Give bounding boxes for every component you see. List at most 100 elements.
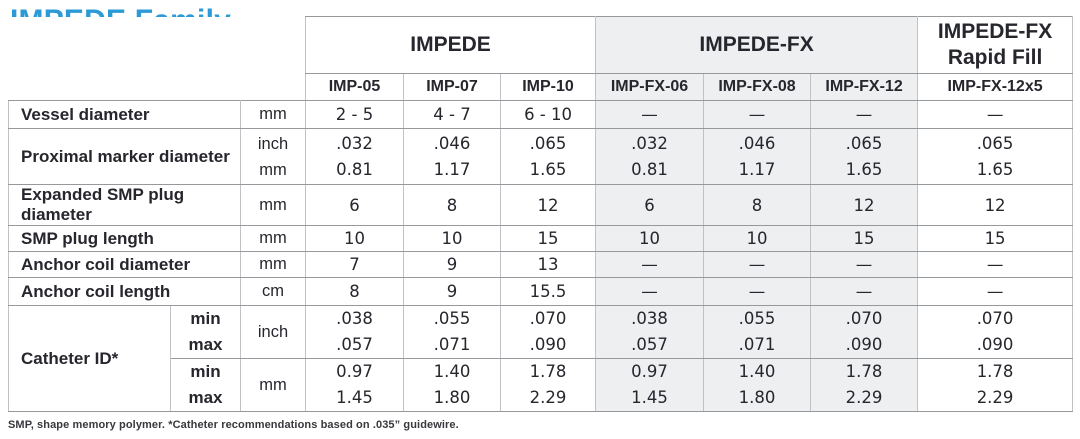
- row-label: Vessel diameter: [8, 100, 241, 129]
- model-header-row: IMP-05 IMP-07 IMP-10 IMP-FX-06 IMP-FX-08…: [8, 73, 1074, 101]
- table-row-anchor-coil-diameter: Anchor coil diameter mm 7 9 13 — — — —: [8, 251, 1074, 278]
- data-cell: 9: [403, 251, 502, 278]
- data-cell: 4 - 7: [403, 100, 502, 129]
- title-spacer: [8, 73, 306, 101]
- unit-mm: mm: [259, 160, 287, 179]
- max-label: max: [188, 335, 223, 354]
- data-cell: 15: [810, 225, 919, 252]
- value-min: 0.97: [336, 362, 373, 381]
- value-max: 1.80: [738, 388, 776, 407]
- value-inch: .065: [845, 133, 883, 153]
- min-max-labels: min max: [170, 358, 241, 412]
- unit-label: cm: [239, 277, 307, 306]
- data-cell: 8: [703, 184, 812, 226]
- data-cell: .055 .071: [703, 305, 812, 359]
- data-cell: 6: [305, 184, 405, 226]
- data-cell: —: [703, 277, 812, 306]
- data-cell: 0.97 1.45: [305, 358, 405, 412]
- data-cell: 1.78 2.29: [917, 358, 1074, 412]
- data-cell: —: [810, 277, 919, 306]
- data-cell: .046 1.17: [703, 128, 812, 185]
- group-header-row: IMPEDE IMPEDE-FX IMPEDE-FX Rapid Fill: [8, 16, 1074, 74]
- value-max: .090: [976, 335, 1014, 354]
- value-min: .070: [529, 309, 567, 328]
- unit-inch: inch: [257, 134, 289, 153]
- footnote: SMP, shape memory polymer. *Catheter rec…: [8, 419, 459, 431]
- value-max: 2.29: [529, 388, 567, 407]
- data-cell: .038 .057: [595, 305, 705, 359]
- value-max: .090: [529, 335, 567, 354]
- unit-label: mm: [239, 100, 307, 129]
- data-cell: —: [810, 100, 919, 129]
- data-cell: 0.97 1.45: [595, 358, 705, 412]
- value-min: 1.78: [976, 362, 1014, 381]
- row-label: Anchor coil diameter: [8, 251, 241, 278]
- value-min: 1.78: [845, 362, 883, 381]
- value-max: 1.45: [336, 388, 373, 407]
- column-header: IMP-FX-12x5: [917, 73, 1074, 101]
- column-header: IMP-FX-08: [703, 73, 812, 101]
- unit-label: mm: [239, 251, 307, 278]
- data-cell: 7: [305, 251, 405, 278]
- value-max: .057: [631, 335, 668, 354]
- spec-table: IMPEDE IMPEDE-FX IMPEDE-FX Rapid Fill IM…: [8, 16, 1074, 412]
- table-row-catheter-id-inch: Catheter ID* min max inch .038 .057 .055…: [8, 305, 1074, 412]
- value-mm: 1.65: [529, 159, 567, 179]
- value-min: .055: [433, 309, 471, 328]
- value-inch: .046: [433, 133, 471, 153]
- data-cell: 12: [500, 184, 597, 226]
- row-label: SMP plug length: [8, 225, 241, 252]
- data-cell: —: [917, 251, 1074, 278]
- column-header: IMP-10: [500, 73, 597, 101]
- data-cell: 8: [403, 184, 502, 226]
- data-cell: .038 .057: [305, 305, 405, 359]
- data-cell: 15: [500, 225, 597, 252]
- data-cell: .046 1.17: [403, 128, 502, 185]
- data-cell: 15: [917, 225, 1074, 252]
- value-mm: 1.65: [845, 159, 883, 179]
- column-header: IMP-05: [305, 73, 405, 101]
- data-cell: .055 .071: [403, 305, 502, 359]
- data-cell: —: [595, 251, 705, 278]
- column-header: IMP-FX-06: [595, 73, 705, 101]
- data-cell: .065 1.65: [917, 128, 1074, 185]
- value-min: .038: [631, 309, 668, 328]
- data-cell: 2 - 5: [305, 100, 405, 129]
- value-max: .057: [336, 335, 373, 354]
- data-cell: 10: [703, 225, 812, 252]
- value-inch: .032: [336, 133, 373, 153]
- value-inch: .032: [631, 133, 668, 153]
- value-max: 2.29: [845, 388, 883, 407]
- value-max: .090: [845, 335, 883, 354]
- group-header-impede-fx: IMPEDE-FX: [595, 16, 919, 74]
- data-cell: .065 1.65: [500, 128, 597, 185]
- value-mm: 0.81: [336, 159, 373, 179]
- data-cell: —: [703, 251, 812, 278]
- data-cell: —: [917, 277, 1074, 306]
- value-inch: .065: [976, 133, 1014, 153]
- value-min: .070: [976, 309, 1014, 328]
- title-spacer: [8, 16, 306, 74]
- data-cell: —: [810, 251, 919, 278]
- unit-label: mm: [239, 358, 307, 412]
- column-header: IMP-FX-12: [810, 73, 919, 101]
- data-cell: 8: [305, 277, 405, 306]
- table-row-catheter-id-mm: min max mm 0.97 1.45 1.40 1.80 1.78 2.29…: [9, 358, 1074, 412]
- value-mm: 1.65: [976, 159, 1014, 179]
- value-max: 1.45: [631, 388, 668, 407]
- value-min: .070: [845, 309, 883, 328]
- data-cell: 13: [500, 251, 597, 278]
- data-cell: 6: [595, 184, 705, 226]
- data-cell: —: [595, 277, 705, 306]
- group-header-impede: IMPEDE: [305, 16, 597, 74]
- value-min: 1.40: [738, 362, 776, 381]
- data-cell: 1.40 1.80: [403, 358, 502, 412]
- data-cell: .070 .090: [917, 305, 1074, 359]
- data-cell: .032 0.81: [595, 128, 705, 185]
- value-mm: 0.81: [631, 159, 668, 179]
- min-label: min: [190, 362, 221, 381]
- data-cell: 12: [810, 184, 919, 226]
- data-cell: 1.78 2.29: [500, 358, 597, 412]
- row-label: Catheter ID*: [8, 305, 171, 412]
- data-cell: .070 .090: [810, 305, 919, 359]
